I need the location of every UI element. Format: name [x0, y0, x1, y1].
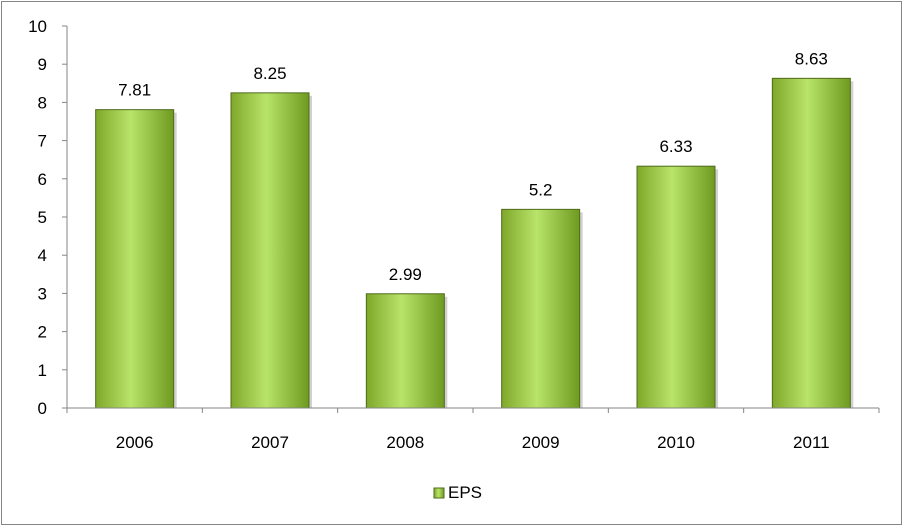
y-tick-label: 5	[38, 208, 47, 227]
data-label: 5.2	[529, 180, 553, 199]
bar-2007	[230, 92, 310, 409]
legend: EPS	[433, 483, 482, 502]
data-label: 7.81	[118, 81, 151, 100]
bar-2006	[95, 109, 175, 409]
legend-swatch	[433, 487, 445, 499]
legend-label: EPS	[448, 483, 482, 502]
data-label: 8.25	[253, 64, 286, 83]
bar-2010	[636, 165, 716, 409]
data-label: 6.33	[659, 137, 692, 156]
y-tick-label: 0	[38, 399, 47, 418]
data-labels: 7.81 8.25 2.99 5.2 6.33 8.63	[118, 49, 828, 283]
y-tick-label: 1	[38, 361, 47, 380]
bar-2011	[771, 77, 851, 409]
y-tick-label: 4	[38, 246, 47, 265]
bar-2009	[501, 208, 581, 409]
y-tick-label: 7	[38, 132, 47, 151]
y-tick-label: 3	[38, 284, 47, 303]
y-tick-label: 9	[38, 55, 47, 74]
x-tick-label: 2010	[657, 433, 695, 452]
y-tick-label: 2	[38, 323, 47, 342]
x-tick-label: 2006	[116, 433, 154, 452]
x-tick-label: 2007	[251, 433, 289, 452]
data-label: 2.99	[389, 265, 422, 284]
x-tick-label: 2008	[386, 433, 424, 452]
bar-2008	[365, 293, 445, 409]
x-tick-label: 2011	[793, 433, 830, 452]
y-axis: 0 1 2 3 4 5 6 7 8 9 10	[28, 17, 68, 418]
x-tick-label: 2009	[522, 433, 560, 452]
data-label: 8.63	[795, 49, 828, 68]
y-tick-label: 10	[28, 17, 47, 36]
x-axis: 2006 2007 2008 2009 2010 2011	[66, 407, 880, 452]
bars	[95, 77, 854, 409]
y-tick-label: 6	[38, 170, 47, 189]
y-tick-label: 8	[38, 93, 47, 112]
